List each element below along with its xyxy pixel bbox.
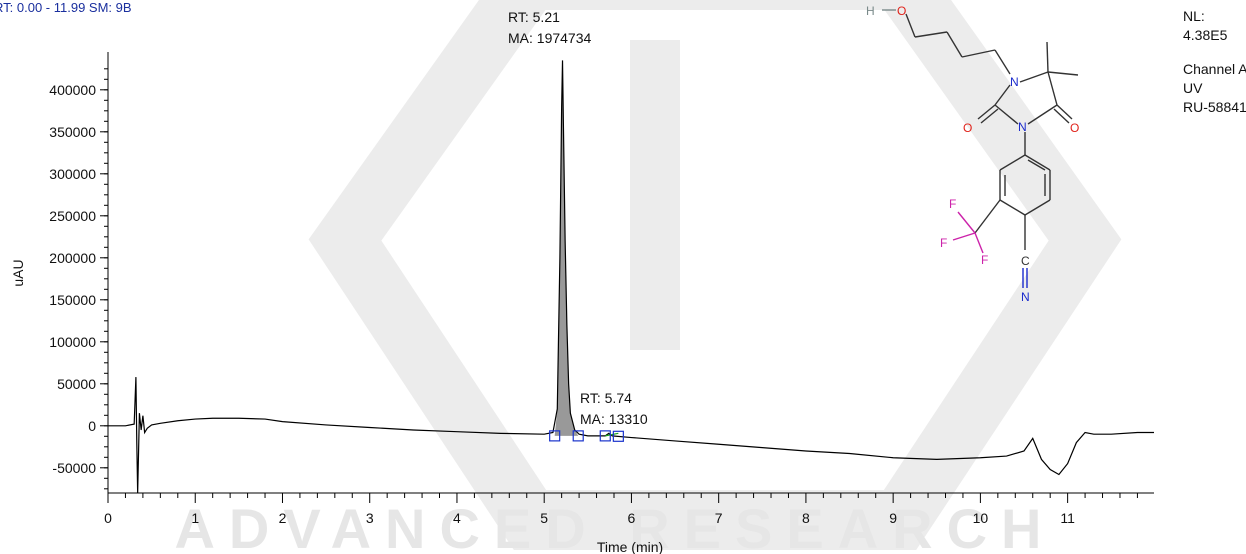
info-line: Channel A xyxy=(1183,61,1246,77)
oxygen-atom-label: O xyxy=(1070,121,1079,135)
watermark-text: ADVANCED RESEARCH xyxy=(174,497,1055,554)
info-panel: NL: 4.38E5 Channel A UV RU-58841 xyxy=(1183,8,1246,115)
peak-annotation-label: MA: 13310 xyxy=(580,411,648,427)
chemical-structure xyxy=(882,9,1079,288)
x-tick-label: 3 xyxy=(366,510,374,526)
peak-area xyxy=(554,60,579,436)
integration-baseline xyxy=(605,432,619,437)
bond xyxy=(1024,154,1051,171)
y-tick-label: 50000 xyxy=(57,376,96,392)
watermark-logo-shape xyxy=(308,0,1122,550)
series-line xyxy=(108,60,1154,494)
carbon-atom-label: C xyxy=(1021,254,1030,268)
x-ticks: 0 1 2 3 4 5 6 7 8 9 10 11 xyxy=(104,493,1138,526)
fluorine-atom-label: F xyxy=(949,197,956,211)
bond xyxy=(1027,104,1058,125)
integration-marker xyxy=(612,430,624,442)
y-tick-label: 100000 xyxy=(49,334,96,350)
x-tick-label: 1 xyxy=(191,510,199,526)
y-tick-label: 350000 xyxy=(49,124,96,140)
bond xyxy=(974,232,984,254)
bond xyxy=(1056,104,1073,120)
bond xyxy=(961,49,996,58)
hydrogen-atom-label: H xyxy=(866,4,875,18)
bond xyxy=(1019,71,1049,83)
x-tick-label: 6 xyxy=(628,510,636,526)
range-label: RT: 0.00 - 11.99 SM: 9B xyxy=(0,0,132,15)
x-tick-label: 5 xyxy=(540,510,548,526)
y-ticks: -50000 0 50000 100000 150000 200000 250000 3000… xyxy=(49,68,108,490)
watermark: ADVANCED RESEARCH xyxy=(174,0,1122,554)
info-line: RU-58841 xyxy=(1183,99,1246,115)
bond xyxy=(952,232,976,241)
series-group xyxy=(108,60,1154,494)
bond xyxy=(974,199,1001,234)
bond xyxy=(994,104,1019,125)
y-tick-label: 250000 xyxy=(49,208,96,224)
oxygen-atom-label: O xyxy=(963,121,972,135)
watermark-logo-bar xyxy=(630,40,680,350)
y-tick-label: -50000 xyxy=(52,460,96,476)
y-tick-label: 400000 xyxy=(49,82,96,98)
integration-marker xyxy=(572,430,584,442)
bond xyxy=(1046,41,1049,73)
x-tick-label: 11 xyxy=(1060,510,1075,526)
y-tick-label: 0 xyxy=(88,418,96,434)
bond xyxy=(977,104,996,120)
info-line: 4.38E5 xyxy=(1183,27,1228,43)
peak-annotation-label: RT: 5.21 xyxy=(508,9,560,25)
integration-marker xyxy=(599,430,611,442)
info-line: NL: xyxy=(1183,8,1205,24)
x-tick-label: 8 xyxy=(802,510,810,526)
bond xyxy=(1047,71,1079,76)
bond xyxy=(999,154,1026,171)
peak-annotations: RT: 5.21 MA: 1974734 RT: 5.74 MA: 13310 xyxy=(508,9,648,427)
x-tick-label: 2 xyxy=(279,510,287,526)
info-line: UV xyxy=(1183,80,1203,96)
bond xyxy=(914,31,948,38)
x-tick-label: 7 xyxy=(715,510,723,526)
structure-atoms: H O N O N O F F F C N xyxy=(866,4,1079,304)
y-tick-label: 200000 xyxy=(49,250,96,266)
oxygen-atom-label: O xyxy=(897,4,906,18)
x-tick-label: 10 xyxy=(973,510,989,526)
integration-marker xyxy=(549,430,561,442)
fluorine-atom-label: F xyxy=(940,236,947,250)
bond xyxy=(1024,199,1051,216)
bond xyxy=(999,199,1026,216)
bond xyxy=(1053,108,1070,124)
nitrogen-atom-label: N xyxy=(1021,290,1030,304)
x-axis-label: Time (min) xyxy=(597,539,663,554)
x-tick-label: 0 xyxy=(104,510,112,526)
x-tick-label: 4 xyxy=(453,510,461,526)
y-tick-label: 300000 xyxy=(49,166,96,182)
bond xyxy=(1027,159,1046,171)
bond xyxy=(946,31,963,58)
y-axis-label: uAU xyxy=(10,259,26,286)
nitrogen-atom-label: N xyxy=(1010,75,1019,89)
bond xyxy=(905,13,916,38)
bond xyxy=(994,84,1011,106)
bond xyxy=(980,108,999,124)
bond xyxy=(994,49,1011,75)
x-tick-label: 9 xyxy=(889,510,897,526)
peak-annotation-label: MA: 1974734 xyxy=(508,30,591,46)
y-tick-label: 150000 xyxy=(49,292,96,308)
bond xyxy=(1047,71,1058,106)
peak-annotation-label: RT: 5.74 xyxy=(580,390,632,406)
fluorine-atom-label: F xyxy=(981,253,988,267)
bond xyxy=(957,211,976,234)
integration-markers xyxy=(549,430,624,442)
nitrogen-atom-label: N xyxy=(1018,120,1027,134)
